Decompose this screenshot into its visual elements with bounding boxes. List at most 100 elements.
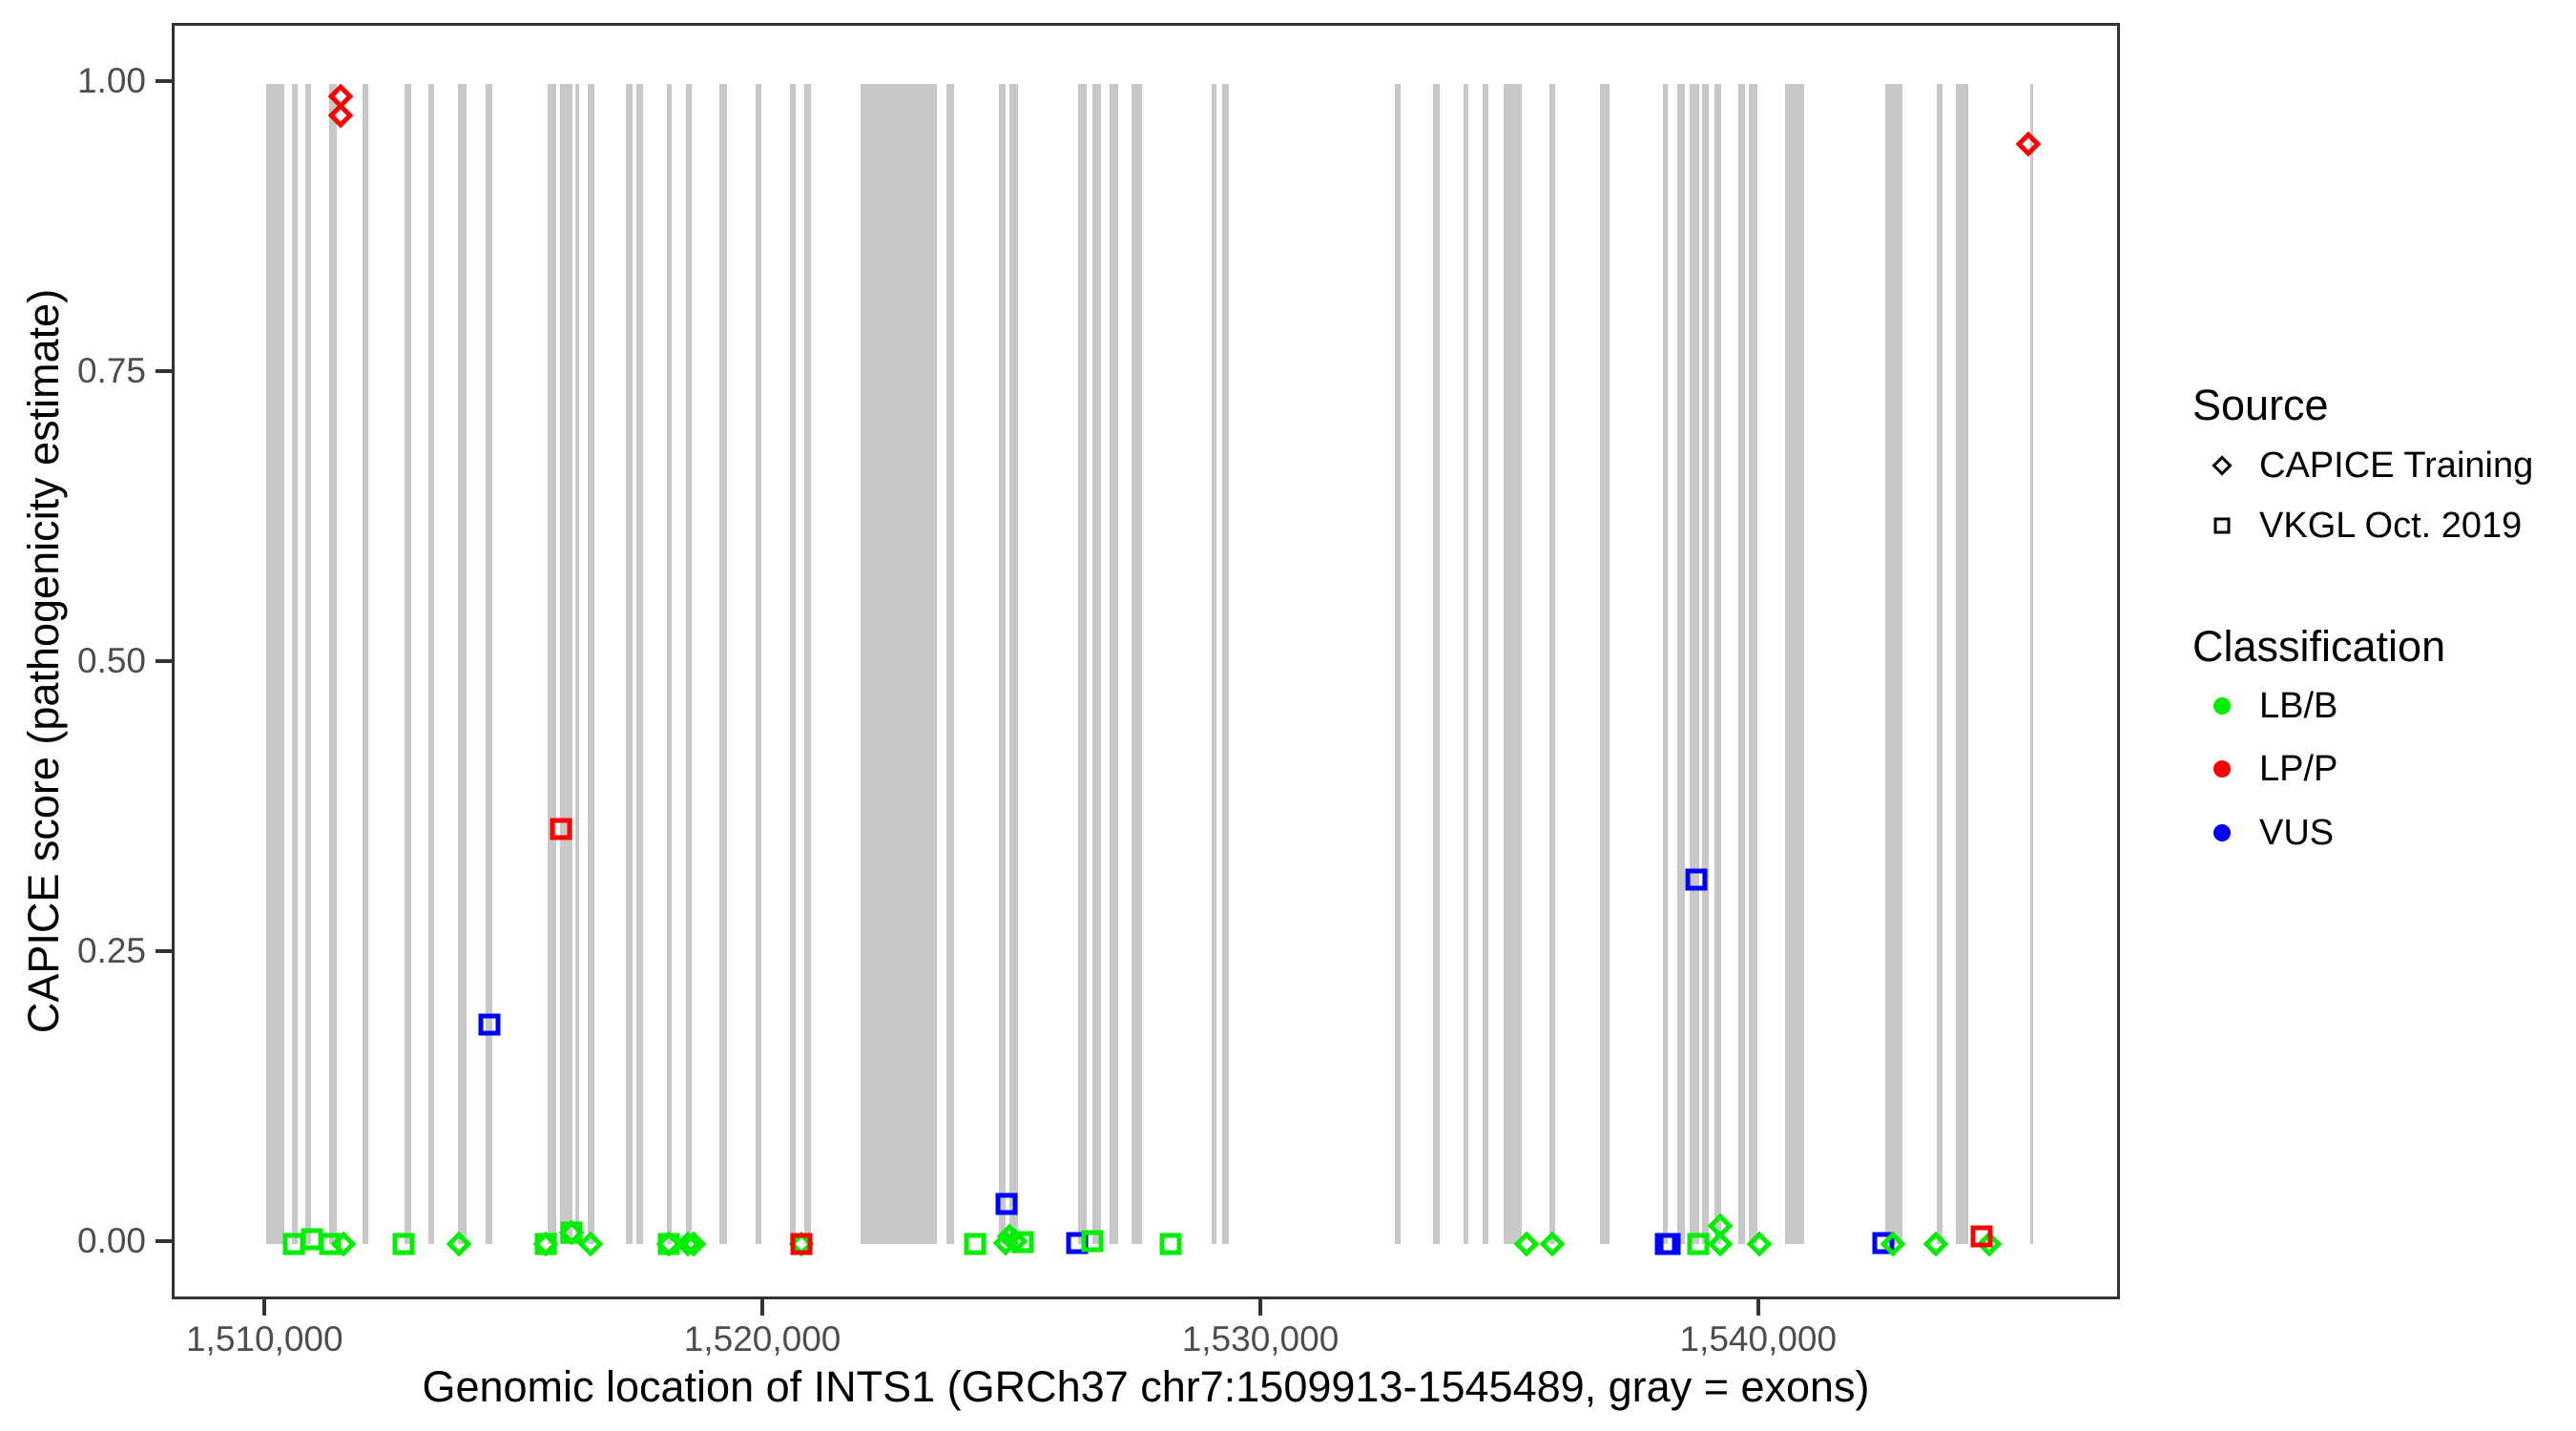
capice-training-point bbox=[446, 1231, 472, 1257]
color-dot-icon bbox=[2213, 760, 2231, 778]
exon-bar bbox=[574, 83, 579, 1245]
legend-item-label: VUS bbox=[2259, 813, 2335, 853]
exon-bar bbox=[292, 83, 299, 1245]
exon-bar bbox=[1662, 83, 1669, 1245]
legend: Source CAPICE Training VKGL Oct. 2019 Cla… bbox=[2185, 0, 2566, 1431]
x-tick-label: 1,540,000 bbox=[1679, 1319, 1838, 1358]
exon-bar bbox=[804, 83, 811, 1245]
x-tick-label: 1,510,000 bbox=[185, 1319, 343, 1358]
exon-bar bbox=[1955, 83, 1968, 1245]
exon-bar bbox=[636, 83, 643, 1245]
exon-bar bbox=[789, 83, 797, 1245]
color-dot-icon bbox=[2213, 697, 2231, 715]
vkgl-point bbox=[1081, 1230, 1104, 1252]
exon-bar bbox=[427, 83, 435, 1245]
exon-bar bbox=[1432, 83, 1440, 1245]
exon-bar bbox=[1078, 83, 1088, 1245]
exon-bar bbox=[1222, 83, 1229, 1245]
x-tick-mark bbox=[1258, 1299, 1262, 1316]
legend-item-vkgl: VKGL Oct. 2019 bbox=[2185, 502, 2522, 550]
y-tick-label: 0.50 bbox=[76, 641, 146, 680]
exon-layer bbox=[175, 26, 2117, 1296]
capice-training-point bbox=[1539, 1231, 1565, 1257]
exon-bar bbox=[1009, 83, 1019, 1245]
legend-item-label: VKGL Oct. 2019 bbox=[2259, 506, 2523, 546]
vkgl-point bbox=[1872, 1232, 1895, 1255]
vkgl-point bbox=[964, 1233, 987, 1255]
exon-bar bbox=[1690, 83, 1699, 1245]
vkgl-point bbox=[534, 1233, 557, 1255]
exon-bar bbox=[1503, 83, 1522, 1245]
exon-bar bbox=[2030, 83, 2033, 1245]
legend-classification-title: Classification bbox=[2192, 622, 2446, 671]
legend-item-vus: VUS bbox=[2185, 809, 2334, 857]
exon-bar bbox=[362, 83, 369, 1245]
data-point-layer bbox=[175, 26, 2117, 1296]
legend-source-title: Source bbox=[2192, 381, 2329, 429]
vkgl-point bbox=[1658, 1233, 1681, 1255]
y-tick-label: 0.25 bbox=[76, 931, 146, 971]
legend-item-label: CAPICE Training bbox=[2259, 446, 2534, 486]
vkgl-point bbox=[657, 1233, 680, 1255]
exon-bar bbox=[1738, 83, 1746, 1245]
diamond-marker-icon bbox=[2212, 455, 2233, 476]
exon-bar bbox=[755, 83, 762, 1245]
exon-bar bbox=[999, 83, 1007, 1245]
vkgl-point bbox=[995, 1192, 1018, 1215]
exon-bar bbox=[304, 83, 312, 1245]
vkgl-point bbox=[1159, 1233, 1182, 1255]
vkgl-point bbox=[1970, 1225, 1993, 1248]
exon-bar bbox=[587, 83, 594, 1245]
legend-item-label: LB/B bbox=[2259, 686, 2338, 726]
exon-bar bbox=[560, 83, 572, 1245]
capice-training-point bbox=[327, 102, 354, 129]
y-tick-mark bbox=[156, 659, 172, 663]
exon-bar bbox=[718, 83, 728, 1245]
exon-bar bbox=[266, 83, 284, 1245]
exon-bar bbox=[1749, 83, 1758, 1245]
exon-bar bbox=[1937, 83, 1943, 1245]
vkgl-point bbox=[550, 818, 572, 840]
legend-item-capice-training: CAPICE Training bbox=[2185, 442, 2533, 489]
vkgl-point bbox=[319, 1233, 342, 1255]
exon-bar bbox=[1482, 83, 1488, 1245]
x-axis-title: Genomic location of INTS1 (GRCh37 chr7:1… bbox=[422, 1362, 1870, 1411]
exon-bar bbox=[1714, 83, 1722, 1245]
exon-bar bbox=[548, 83, 556, 1245]
capice-training-point bbox=[1513, 1231, 1539, 1257]
exon-bar bbox=[1885, 83, 1902, 1245]
exon-bar bbox=[945, 83, 955, 1245]
exon-bar bbox=[328, 83, 338, 1245]
exon-bar bbox=[458, 83, 467, 1245]
square-marker-icon bbox=[2213, 517, 2231, 534]
exon-bar bbox=[1600, 83, 1610, 1245]
vkgl-point bbox=[790, 1233, 813, 1255]
vkgl-point bbox=[560, 1221, 583, 1244]
y-tick-label: 1.00 bbox=[76, 60, 146, 100]
exon-bar bbox=[1548, 83, 1556, 1245]
exon-bar bbox=[626, 83, 633, 1245]
x-tick-label: 1,530,000 bbox=[1181, 1319, 1340, 1358]
y-tick-label: 0.00 bbox=[76, 1221, 146, 1261]
exon-bar bbox=[1110, 83, 1119, 1245]
plot-panel bbox=[172, 23, 2120, 1299]
exon-bar bbox=[685, 83, 692, 1245]
y-tick-label: 0.75 bbox=[76, 350, 146, 390]
capice-training-point bbox=[1707, 1231, 1734, 1257]
x-tick-mark bbox=[760, 1299, 765, 1316]
exon-bar bbox=[861, 83, 938, 1245]
exon-bar bbox=[666, 83, 673, 1245]
legend-item-lp-p: LP/P bbox=[2185, 745, 2337, 793]
exon-bar bbox=[1702, 83, 1710, 1245]
exon-bar bbox=[1785, 83, 1805, 1245]
y-tick-mark bbox=[156, 1239, 172, 1244]
vkgl-point bbox=[1011, 1231, 1034, 1254]
exon-bar bbox=[1676, 83, 1686, 1245]
vkgl-point bbox=[1687, 1233, 1710, 1255]
capice-training-point bbox=[1922, 1231, 1949, 1257]
x-tick-label: 1,520,000 bbox=[683, 1319, 841, 1358]
x-tick-mark bbox=[262, 1299, 267, 1316]
x-tick-mark bbox=[1755, 1299, 1760, 1316]
y-tick-mark bbox=[156, 368, 172, 373]
